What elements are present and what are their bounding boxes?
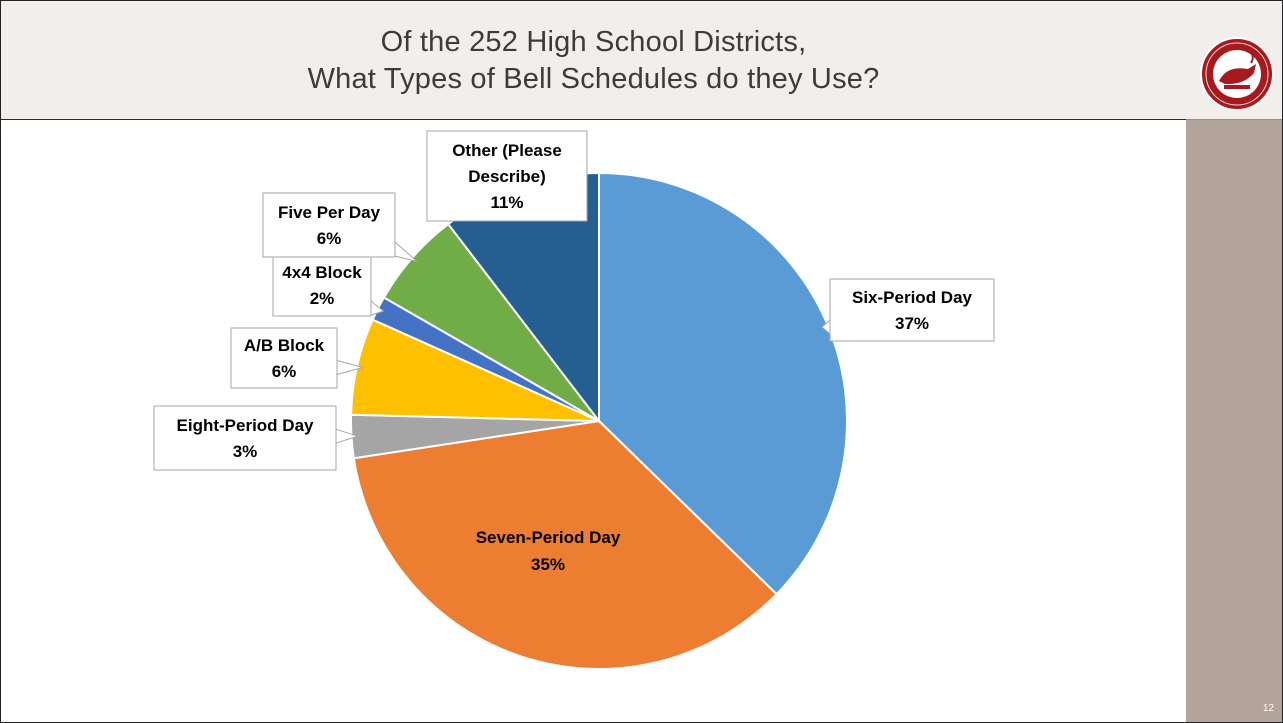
data-label-six-period-day-line-2: 37%: [895, 314, 929, 333]
pie-chart: Six-Period Day 37% Seven-Period Day 35% Eigh…: [153, 130, 995, 670]
data-label-eight-period-day-line-1: Eight-Period Day: [177, 416, 315, 435]
state-board-seal-logo: [1200, 37, 1274, 111]
data-label-six-period-day-line-1: Six-Period Day: [852, 288, 973, 307]
data-label-seven-period-day-line-2: 35%: [531, 555, 565, 574]
callout-pointer-five-per-day: [394, 241, 418, 263]
data-label-five-per-day-line-1: Five Per Day: [278, 203, 381, 222]
callout-box-a-b-block: [230, 327, 338, 389]
side-bar: 12: [1186, 1, 1282, 722]
callout-box-4x4-block: [272, 253, 372, 317]
data-label-other-please-describe-line-2: Describe): [468, 167, 545, 186]
data-label-five-per-day-line-2: 6%: [317, 229, 342, 248]
pie-labels: Six-Period Day 37% Seven-Period Day 35% Eigh…: [153, 130, 995, 574]
data-label-a-b-block-line-1: A/B Block: [244, 336, 325, 355]
slide-title-line-1: Of the 252 High School Districts,: [380, 26, 807, 58]
data-label-seven-period-day-line-1: Seven-Period Day: [476, 528, 621, 547]
data-label-4x4-block-line-1: 4x4 Block: [282, 263, 362, 282]
pie-slices: [350, 171, 848, 670]
callout-pointer-a-b-block: [336, 359, 365, 375]
data-label-eight-period-day-line-2: 3%: [233, 442, 258, 461]
callout-pointer-six-period-day: [821, 319, 831, 335]
callout-pointer-eight-period-day: [335, 428, 360, 444]
pie-slice-seven-period-day: [352, 419, 778, 670]
page-number: 12: [1262, 703, 1274, 714]
data-label-a-b-block-line-2: 6%: [272, 362, 297, 381]
data-label-other-please-describe-line-3: 11%: [490, 193, 523, 212]
callout-pointer-4x4-block: [370, 300, 385, 316]
data-label-4x4-block-line-2: 2%: [310, 289, 335, 308]
title-bar: Of the 252 High School Districts, What T…: [1, 1, 1186, 120]
callout-box-five-per-day: [262, 192, 396, 258]
callout-box-six-period-day: [829, 278, 995, 342]
callout-box-eight-period-day: [153, 405, 337, 471]
callout-box-other-please-describe: [426, 130, 588, 222]
slide-title-line-2: What Types of Bell Schedules do they Use…: [307, 63, 880, 95]
side-bar-header: [1186, 1, 1282, 120]
data-label-other-please-describe-line-1: Other (Please: [452, 141, 562, 160]
